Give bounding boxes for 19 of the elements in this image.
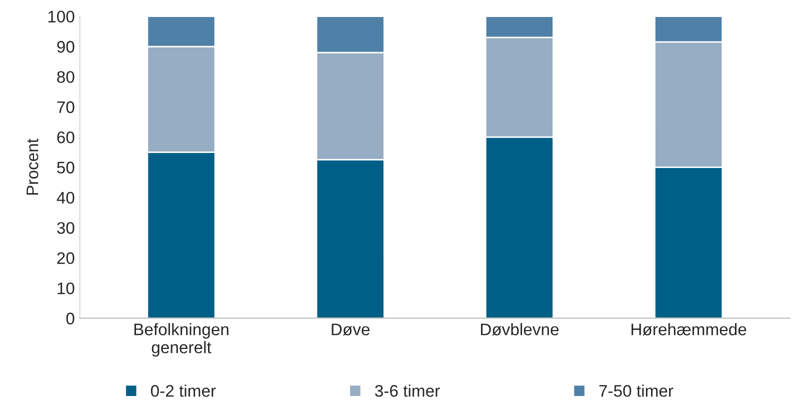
y-tick-label: 10: [58, 282, 74, 294]
x-tick-label: Hørehæmmede: [632, 323, 746, 336]
y-tick-label: 0: [66, 312, 74, 324]
y-tick-label: 90: [57, 40, 74, 53]
y-tick-label: 60: [57, 131, 74, 144]
legend-label: 3-6 timer: [375, 384, 440, 397]
x-tick-label: Befolkningen generelt: [134, 323, 228, 357]
y-tick-label: 30: [57, 222, 74, 234]
y-tick-label: 70: [57, 101, 74, 114]
x-tick-label: Døve: [332, 324, 370, 336]
y-tick-label: 40: [56, 192, 74, 204]
y-tick-label: 80: [57, 71, 74, 83]
x-tick-label: Døvblevne: [481, 323, 559, 336]
y-axis-title: Procent: [26, 138, 38, 195]
y-tick-label: 100: [48, 10, 74, 23]
y-tick-label: 50: [57, 162, 74, 174]
legend-label: 7-50 timer: [599, 384, 674, 397]
legend-label: 0-2 timer: [150, 384, 216, 397]
y-tick-label: 20: [57, 252, 74, 264]
